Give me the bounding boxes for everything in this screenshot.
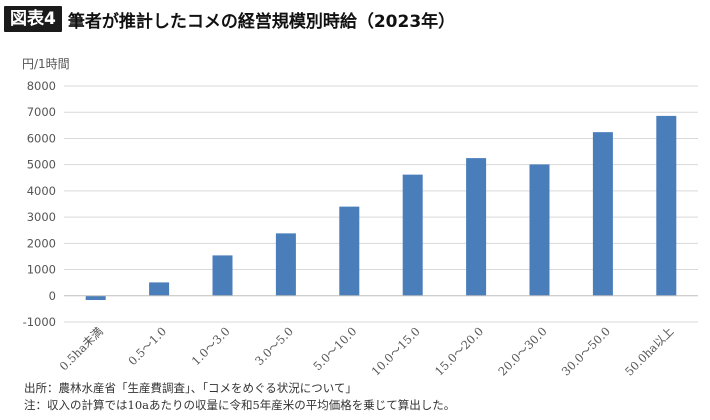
- y-tick-label: 4000: [27, 184, 56, 198]
- bar: [592, 132, 613, 296]
- chart-title: 筆者が推計したコメの経営規模別時給（2023年）: [67, 11, 456, 32]
- x-tick-label: 0.5ha未満: [57, 324, 106, 373]
- chart-header: 図表4 筆者が推計したコメの経営規模別時給（2023年）: [4, 4, 455, 34]
- x-tick-label: 30.0～50.0: [559, 324, 613, 378]
- y-tick-label: 2000: [27, 236, 56, 250]
- x-tick-label: 1.0～3.0: [189, 324, 233, 368]
- bar: [402, 174, 423, 296]
- bar: [656, 115, 677, 296]
- bar: [85, 295, 106, 300]
- bar-chart: 円/1時間 -1000 0 1000 2000 3000 4000 5000 6000 7000 8…: [22, 57, 698, 379]
- bar: [466, 158, 487, 296]
- x-tick-label: 0.5～1.0: [125, 324, 169, 368]
- x-tick-label: 20.0～30.0: [495, 324, 549, 378]
- y-tick-label: 1000: [27, 263, 56, 277]
- y-tick-label: 0: [49, 289, 56, 303]
- bar: [339, 206, 360, 296]
- y-tick-label: 8000: [27, 79, 56, 93]
- x-tick-label: 5.0～10.0: [310, 324, 359, 373]
- y-tick-label: 5000: [27, 158, 56, 172]
- bar: [529, 164, 550, 296]
- bar: [212, 255, 233, 296]
- x-tick-label: 10.0～15.0: [369, 324, 423, 378]
- source-note: 出所：農林水産省「生産費調査」、「コメをめぐる状況について」: [24, 381, 357, 395]
- y-tick-label: -1000: [23, 315, 56, 329]
- x-tick-label: 3.0～5.0: [252, 324, 296, 368]
- bar: [275, 233, 296, 296]
- x-tick-label: 15.0～20.0: [432, 324, 486, 378]
- y-tick-label: 6000: [27, 131, 56, 145]
- calculation-note: 注：収入の計算では10aあたりの収量に令和5年産米の平均価格を乗じて算出した。: [24, 398, 456, 412]
- figure-number-badge: 図表4: [4, 6, 62, 32]
- bar: [149, 282, 170, 296]
- chart-notes: 出所：農林水産省「生産費調査」、「コメをめぐる状況について」 注：収入の計算では…: [24, 380, 455, 414]
- y-tick-label: 7000: [27, 105, 56, 119]
- x-tick-label: 50.0ha以上: [622, 324, 676, 378]
- y-tick-label: 3000: [27, 210, 56, 224]
- y-axis-unit-label: 円/1時間: [22, 57, 70, 71]
